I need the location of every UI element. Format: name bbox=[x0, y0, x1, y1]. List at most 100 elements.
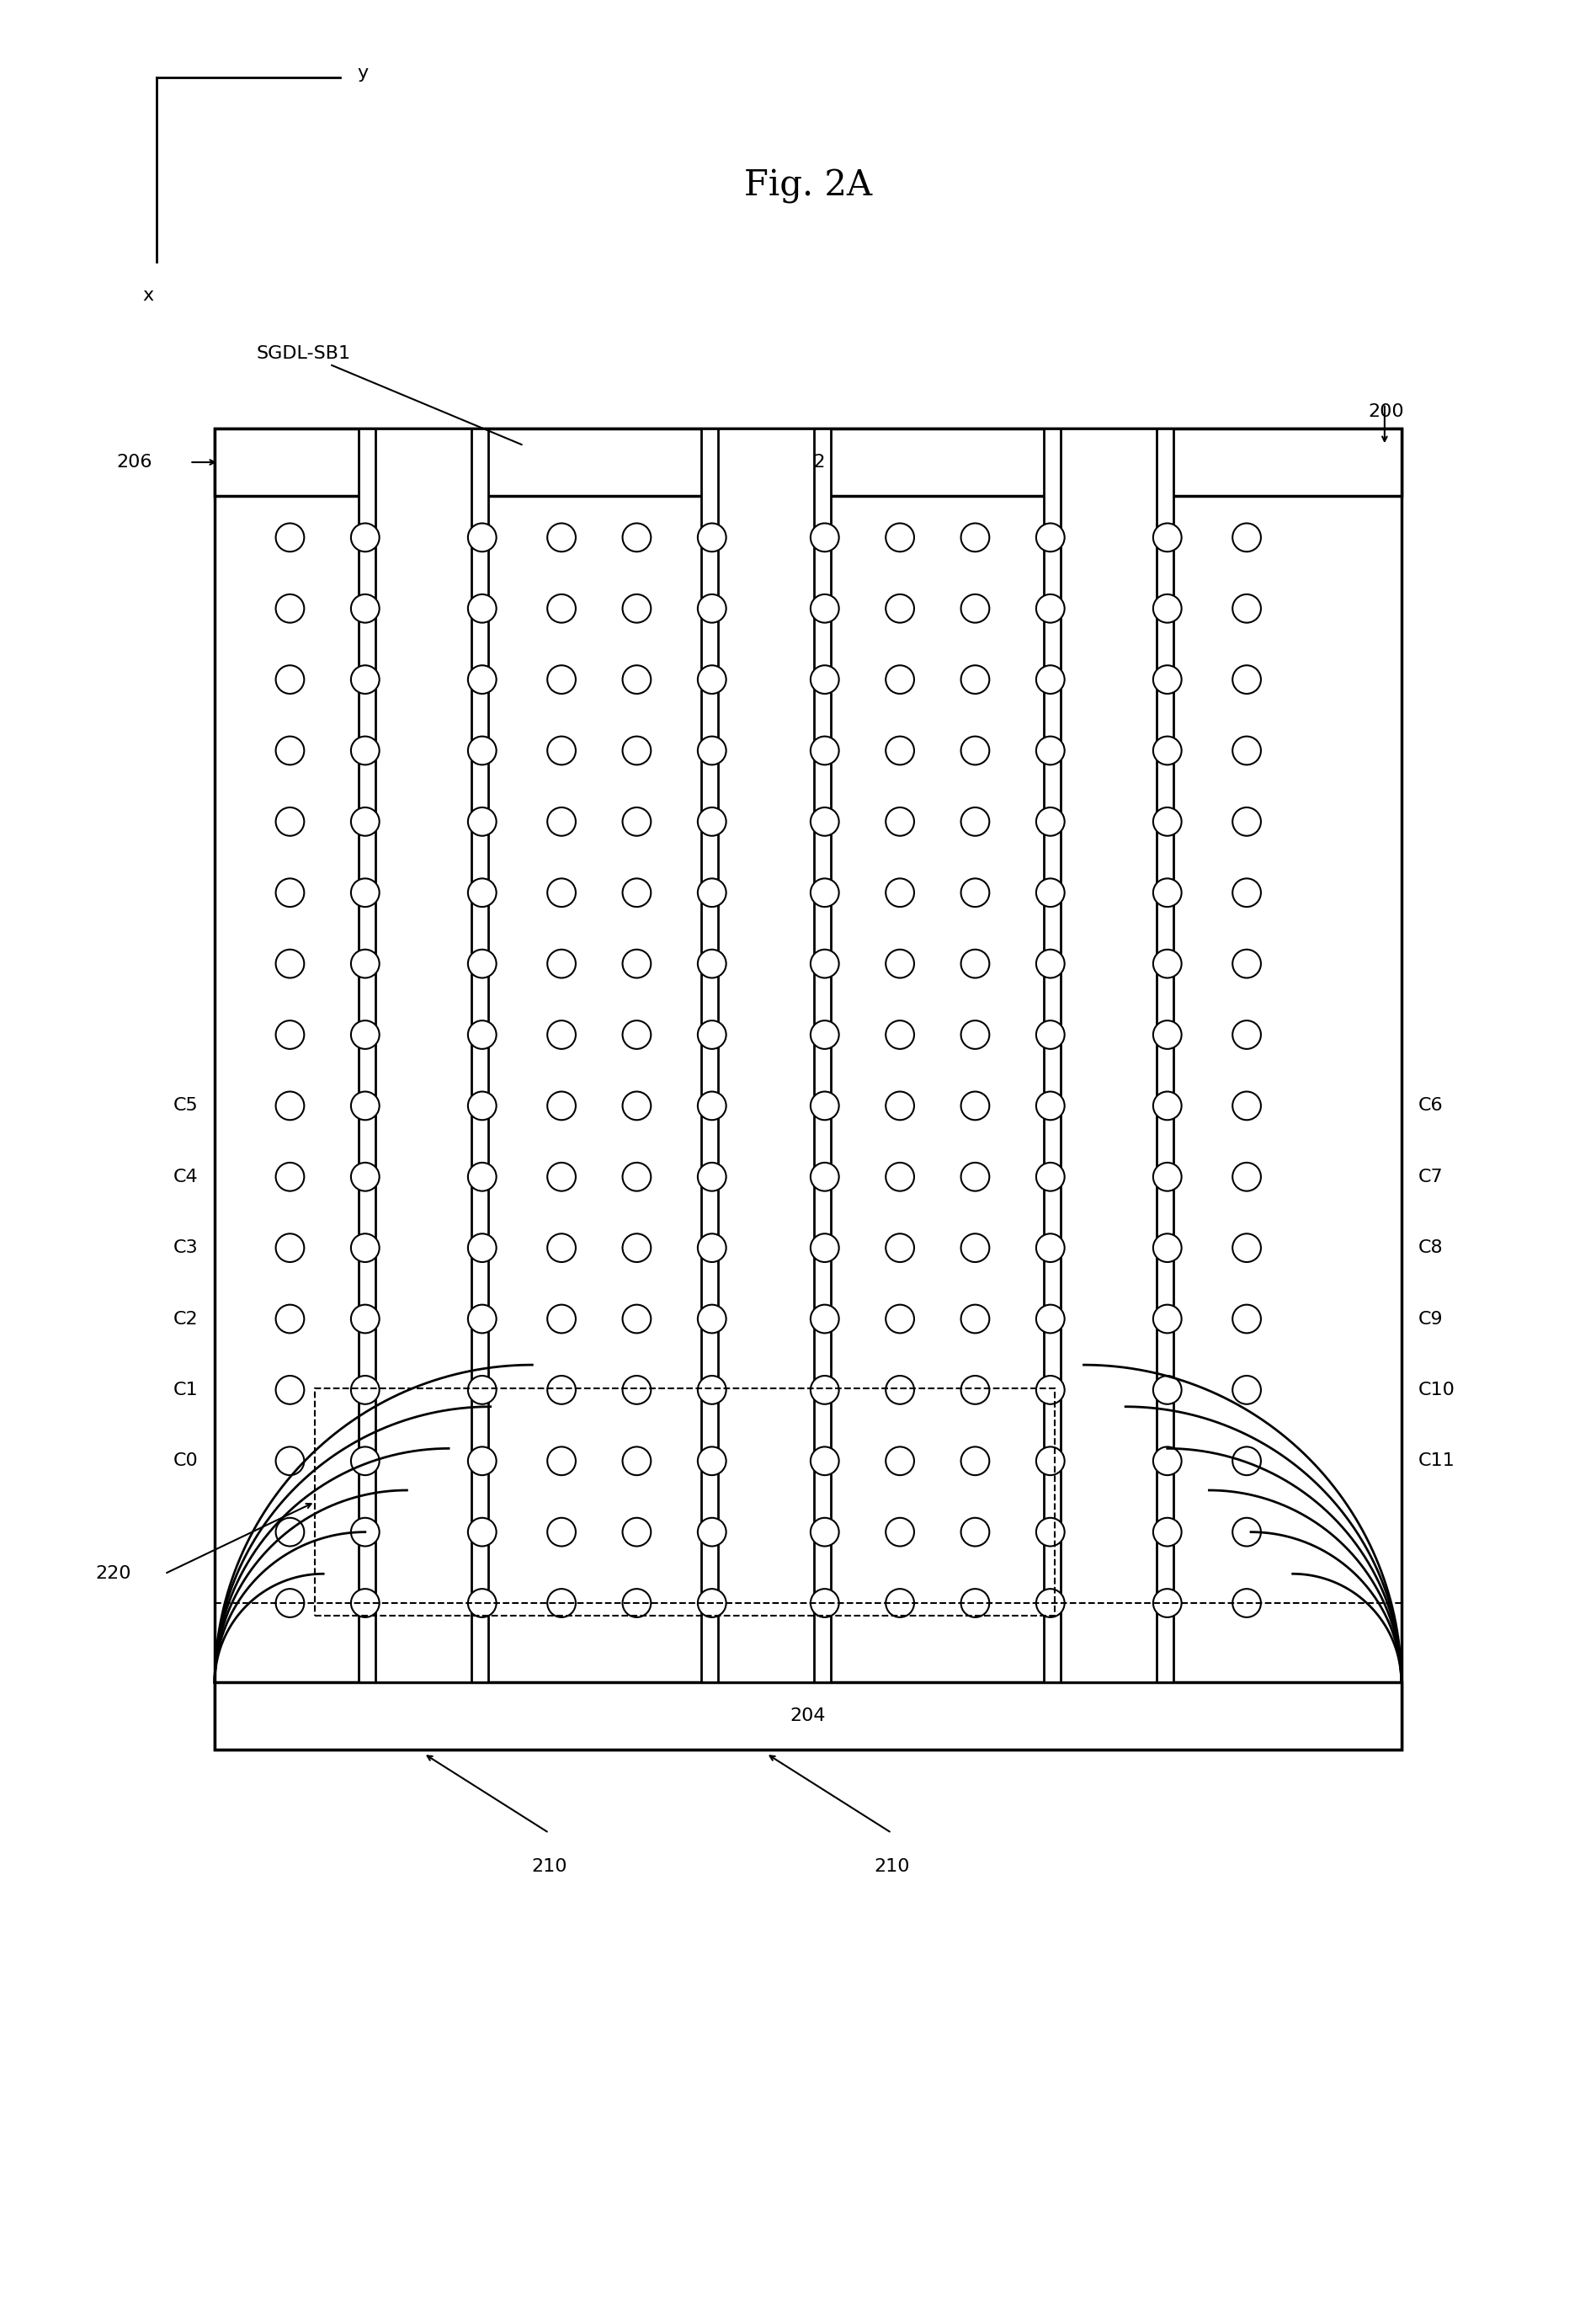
Circle shape bbox=[276, 879, 305, 907]
Circle shape bbox=[697, 1590, 726, 1618]
Circle shape bbox=[351, 1519, 380, 1546]
Bar bbox=[375, 428, 472, 1682]
Circle shape bbox=[961, 1519, 990, 1546]
Circle shape bbox=[697, 1305, 726, 1332]
Circle shape bbox=[961, 1447, 990, 1475]
Bar bbox=[1044, 428, 1173, 1682]
Circle shape bbox=[547, 1519, 576, 1546]
Circle shape bbox=[468, 736, 496, 764]
Circle shape bbox=[276, 1022, 305, 1049]
Circle shape bbox=[351, 1233, 380, 1261]
Circle shape bbox=[468, 594, 496, 624]
Bar bbox=[215, 1682, 1401, 1749]
Circle shape bbox=[468, 1447, 496, 1475]
Circle shape bbox=[351, 1022, 380, 1049]
Circle shape bbox=[961, 1305, 990, 1332]
Circle shape bbox=[547, 1305, 576, 1332]
Text: 220: 220 bbox=[96, 1565, 131, 1583]
Circle shape bbox=[697, 1091, 726, 1121]
Circle shape bbox=[1232, 879, 1261, 907]
Circle shape bbox=[886, 1519, 915, 1546]
Circle shape bbox=[351, 1376, 380, 1404]
Circle shape bbox=[1036, 1022, 1065, 1049]
Circle shape bbox=[351, 665, 380, 695]
Circle shape bbox=[811, 1519, 839, 1546]
Circle shape bbox=[276, 594, 305, 624]
Circle shape bbox=[622, 1022, 651, 1049]
Text: 204: 204 bbox=[790, 1707, 825, 1723]
Circle shape bbox=[886, 808, 915, 835]
Circle shape bbox=[1232, 1590, 1261, 1618]
Circle shape bbox=[1154, 879, 1181, 907]
Circle shape bbox=[811, 1162, 839, 1192]
Circle shape bbox=[961, 1376, 990, 1404]
Circle shape bbox=[351, 1447, 380, 1475]
Circle shape bbox=[1232, 665, 1261, 695]
Circle shape bbox=[961, 950, 990, 978]
Circle shape bbox=[1036, 736, 1065, 764]
Circle shape bbox=[697, 1162, 726, 1192]
Circle shape bbox=[697, 1447, 726, 1475]
Bar bbox=[215, 428, 1401, 1749]
Circle shape bbox=[1232, 1447, 1261, 1475]
Circle shape bbox=[697, 950, 726, 978]
Circle shape bbox=[1036, 1376, 1065, 1404]
Circle shape bbox=[351, 736, 380, 764]
Text: C2: C2 bbox=[172, 1312, 198, 1328]
Circle shape bbox=[622, 1447, 651, 1475]
Circle shape bbox=[886, 665, 915, 695]
Circle shape bbox=[1232, 1091, 1261, 1121]
Circle shape bbox=[276, 665, 305, 695]
Circle shape bbox=[468, 1305, 496, 1332]
Circle shape bbox=[1036, 950, 1065, 978]
Circle shape bbox=[547, 665, 576, 695]
Circle shape bbox=[468, 1091, 496, 1121]
Circle shape bbox=[1154, 1022, 1181, 1049]
Circle shape bbox=[961, 879, 990, 907]
Circle shape bbox=[886, 1376, 915, 1404]
Circle shape bbox=[351, 808, 380, 835]
Circle shape bbox=[697, 1376, 726, 1404]
Circle shape bbox=[811, 736, 839, 764]
Circle shape bbox=[1154, 1519, 1181, 1546]
Text: C3: C3 bbox=[172, 1240, 198, 1256]
Circle shape bbox=[622, 1305, 651, 1332]
Circle shape bbox=[1036, 1305, 1065, 1332]
Circle shape bbox=[547, 879, 576, 907]
Circle shape bbox=[547, 594, 576, 624]
Circle shape bbox=[622, 665, 651, 695]
Circle shape bbox=[1154, 808, 1181, 835]
Circle shape bbox=[961, 522, 990, 552]
Circle shape bbox=[622, 1233, 651, 1261]
Circle shape bbox=[468, 879, 496, 907]
Circle shape bbox=[351, 879, 380, 907]
Circle shape bbox=[547, 950, 576, 978]
Circle shape bbox=[697, 879, 726, 907]
Circle shape bbox=[276, 1376, 305, 1404]
Text: C4: C4 bbox=[172, 1169, 198, 1185]
Circle shape bbox=[811, 1376, 839, 1404]
Circle shape bbox=[1154, 1376, 1181, 1404]
Circle shape bbox=[1036, 594, 1065, 624]
Circle shape bbox=[468, 1233, 496, 1261]
Circle shape bbox=[961, 665, 990, 695]
Circle shape bbox=[886, 1590, 915, 1618]
Text: C11: C11 bbox=[1417, 1452, 1456, 1470]
Circle shape bbox=[547, 1447, 576, 1475]
Circle shape bbox=[1036, 522, 1065, 552]
Circle shape bbox=[468, 1162, 496, 1192]
Circle shape bbox=[811, 950, 839, 978]
Circle shape bbox=[622, 1162, 651, 1192]
Text: C1: C1 bbox=[172, 1381, 198, 1399]
Circle shape bbox=[276, 736, 305, 764]
Text: C6: C6 bbox=[1417, 1098, 1443, 1114]
Circle shape bbox=[961, 1091, 990, 1121]
Circle shape bbox=[351, 522, 380, 552]
Circle shape bbox=[1232, 594, 1261, 624]
Circle shape bbox=[961, 1022, 990, 1049]
Circle shape bbox=[1232, 1305, 1261, 1332]
Circle shape bbox=[276, 1305, 305, 1332]
Circle shape bbox=[1232, 1233, 1261, 1261]
Circle shape bbox=[622, 1091, 651, 1121]
Circle shape bbox=[886, 1233, 915, 1261]
